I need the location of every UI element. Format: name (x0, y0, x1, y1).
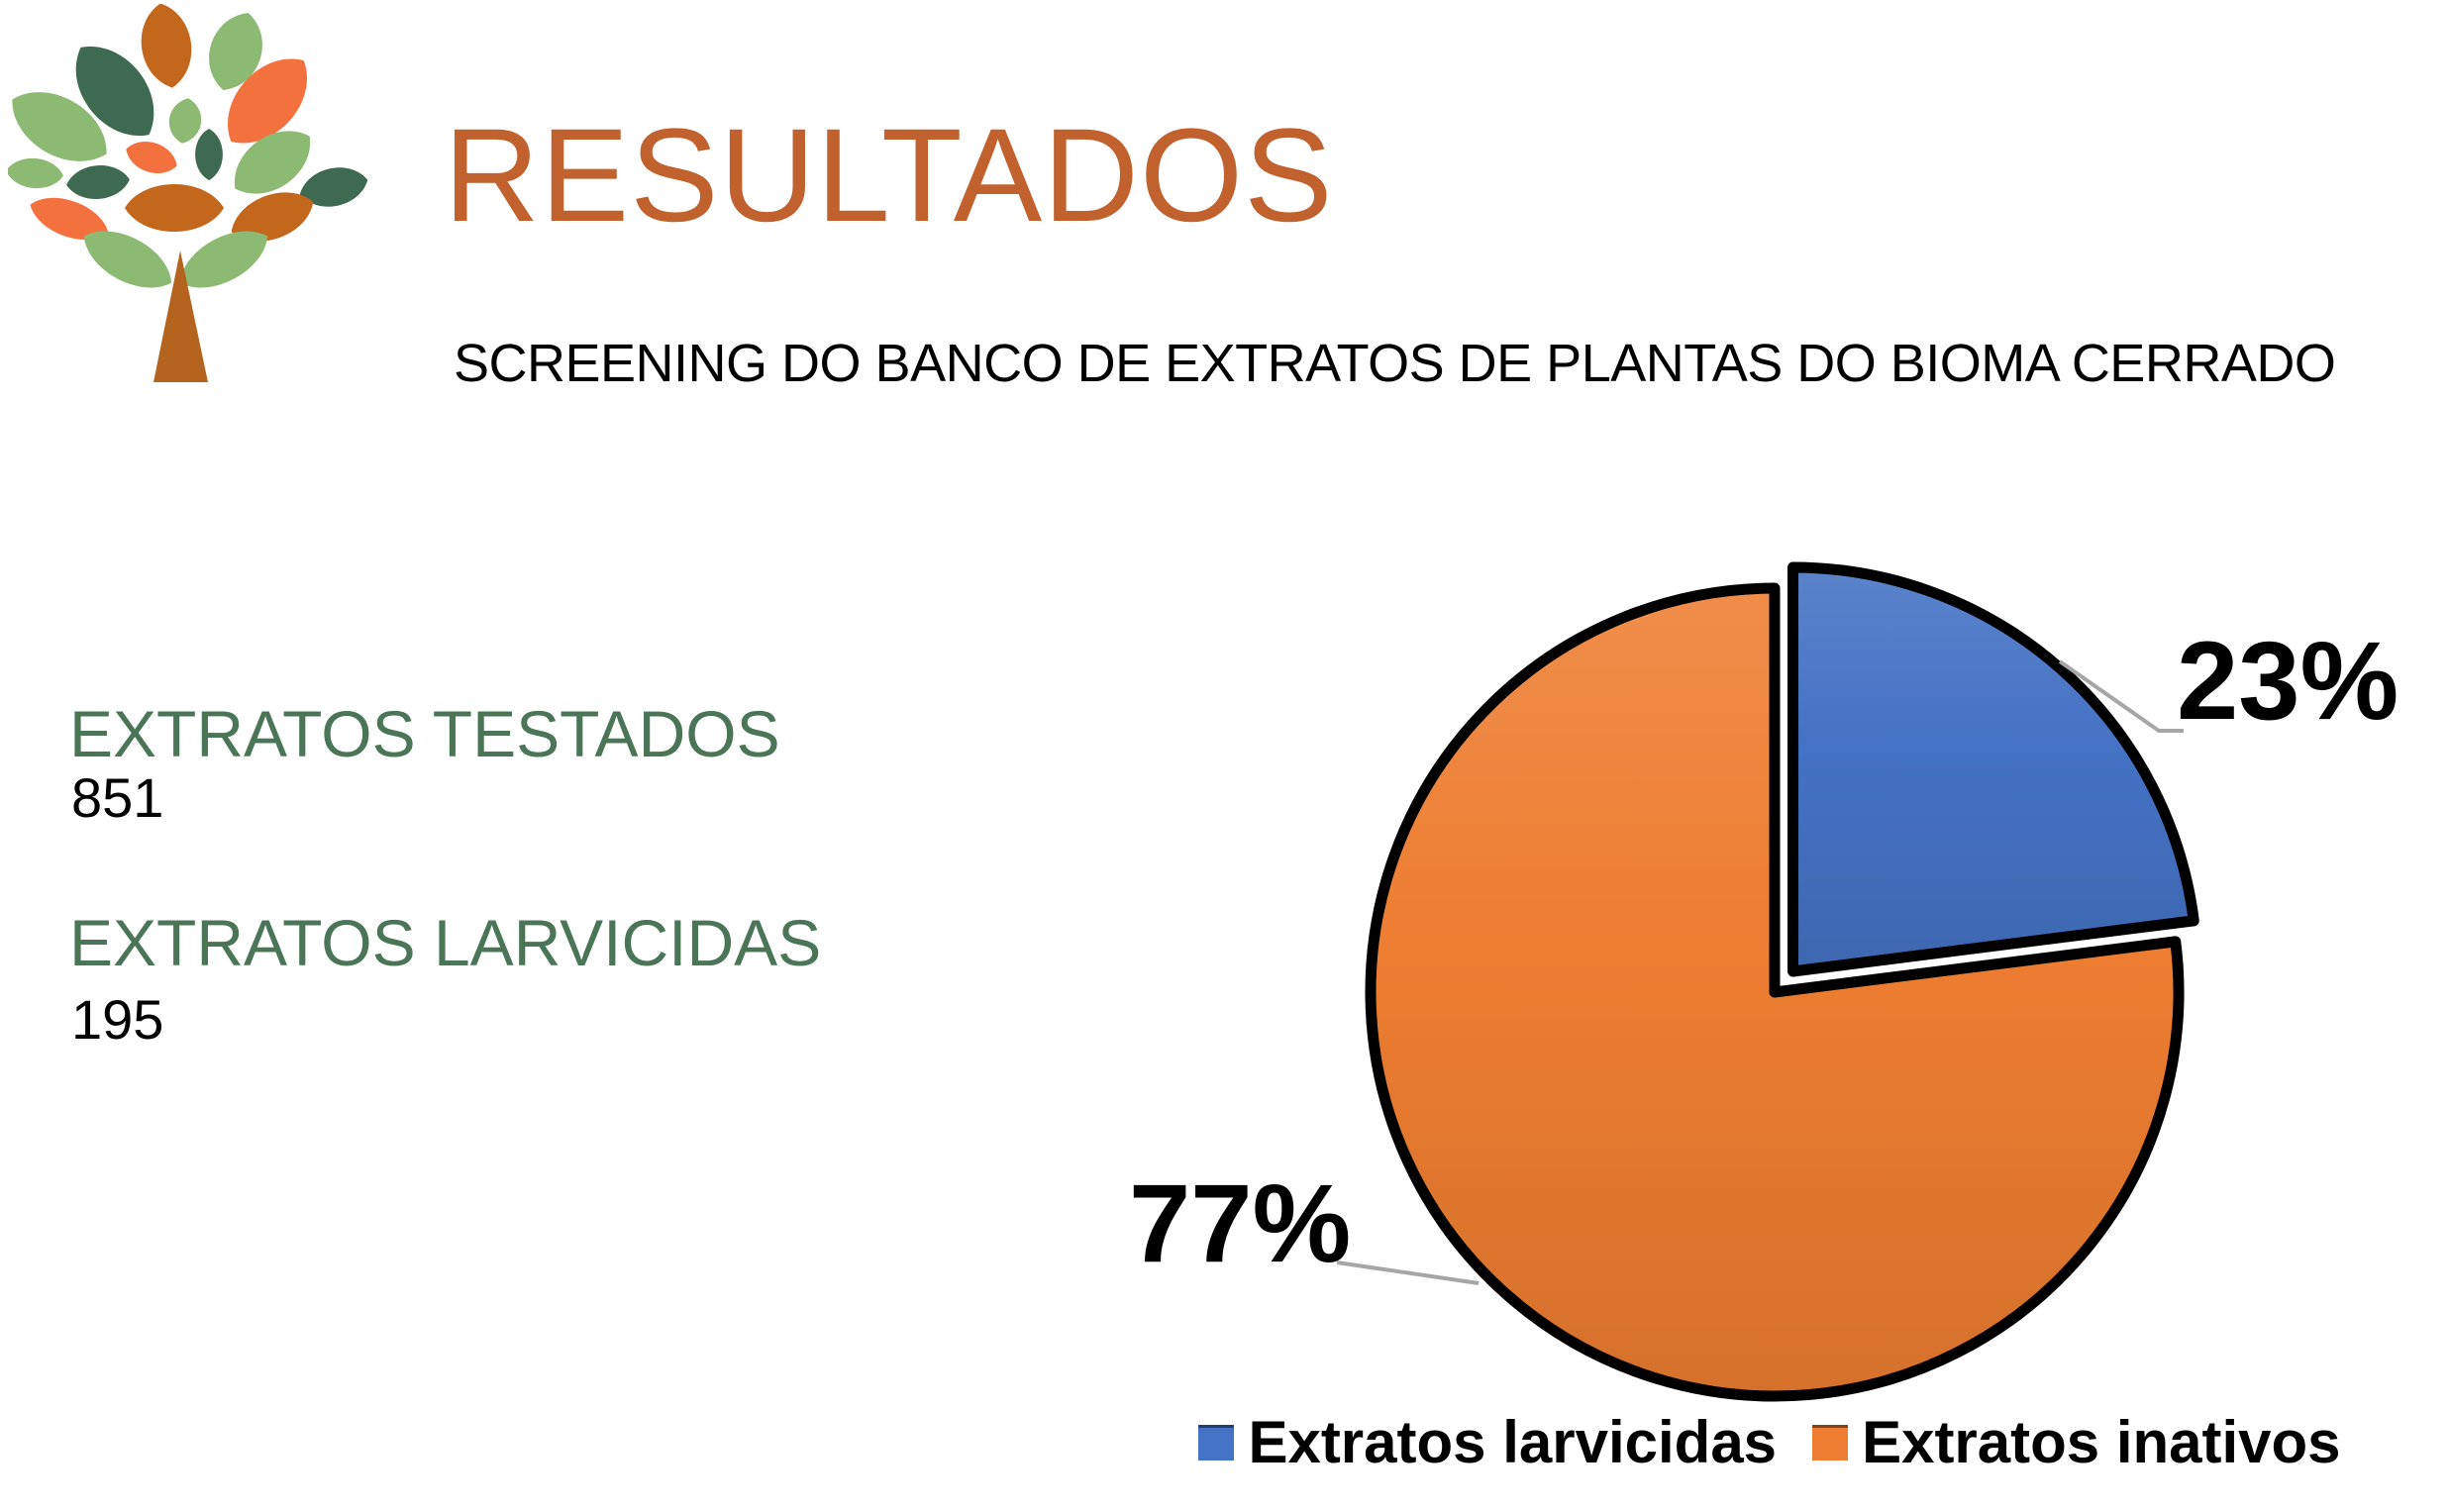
leaf-shape (195, 129, 223, 180)
pie-data-label-inativos: 77% (1129, 1161, 1352, 1285)
stat-value-extratos-larvicidas: 195 (71, 988, 164, 1051)
pie-chart (1336, 561, 2199, 1402)
stat-value-extratos-testados: 851 (71, 766, 164, 829)
leaf-shape (8, 155, 65, 191)
tree-logo (8, 4, 372, 382)
leaf-shape (165, 95, 205, 147)
pie-slice-extratos-inativos (1365, 582, 2185, 1402)
stat-label-extratos-testados: EXTRATOS TESTADOS (69, 697, 780, 770)
stat-label-extratos-larvicidas: EXTRATOS LARVICIDAS (69, 906, 822, 979)
leaf-shape (125, 184, 224, 232)
leaf-shape (64, 162, 132, 202)
tree-trunk (153, 251, 208, 382)
legend-label: Extratos inativos (1862, 1409, 2341, 1475)
legend-swatch-blue (1198, 1425, 1235, 1461)
leader-line-77 (1336, 1260, 1480, 1285)
chart-legend: Extratos larvicidas Extratos inativos (1089, 1410, 2450, 1475)
leader-line-23 (2058, 659, 2184, 733)
legend-item-inativos: Extratos inativos (1812, 1410, 2341, 1475)
pie-slices (1365, 561, 2199, 1402)
leaf-shape (121, 135, 182, 180)
legend-label: Extratos larvicidas (1248, 1409, 1778, 1475)
legend-item-larvicidas: Extratos larvicidas (1198, 1410, 1777, 1475)
page-title: RESULTADOS (444, 102, 1334, 250)
pie-slice-extratos-larvicidas (1787, 561, 2199, 977)
slide-subtitle: SCREENING DO BANCO DE EXTRATOS DE PLANTA… (454, 334, 2336, 393)
legend-swatch-orange (1812, 1425, 1849, 1461)
leaf-shape (136, 4, 197, 92)
pie-data-label-larvicidas: 23% (2177, 619, 2399, 743)
tree-leaves (8, 4, 372, 382)
